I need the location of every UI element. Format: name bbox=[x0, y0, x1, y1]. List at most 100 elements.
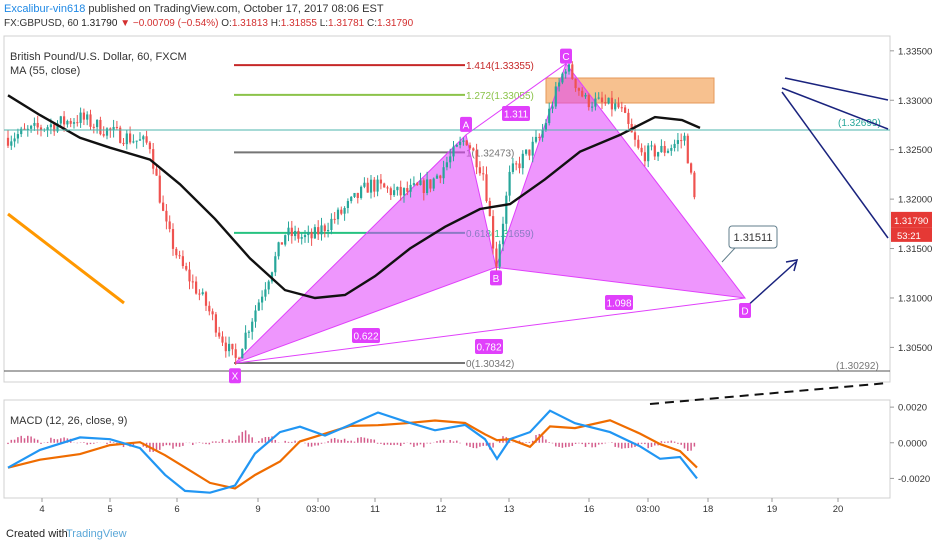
macd-line bbox=[7, 409, 698, 494]
candle-body bbox=[112, 126, 115, 131]
candle-body bbox=[690, 163, 693, 173]
candle-body bbox=[23, 128, 26, 130]
candle-body bbox=[6, 137, 10, 146]
candle-body bbox=[148, 142, 151, 150]
point-x-label: X bbox=[232, 372, 239, 383]
candle-body bbox=[300, 237, 303, 239]
candle-body bbox=[525, 149, 528, 154]
candle-body bbox=[284, 235, 287, 245]
candle-body bbox=[393, 190, 396, 196]
candle-body bbox=[584, 94, 587, 97]
symbol: FX:GBPUSD, 60 bbox=[4, 18, 79, 29]
candle-body bbox=[56, 123, 59, 132]
point-d-label-bg bbox=[739, 302, 751, 318]
candle-body bbox=[287, 227, 290, 236]
author-link[interactable]: Excalibur-vin618 bbox=[4, 3, 86, 15]
hline-label: (1.30292) bbox=[836, 361, 879, 372]
candle-body bbox=[637, 139, 640, 148]
dashed-trendline bbox=[649, 382, 889, 405]
ma-legend: MA (55, close) bbox=[10, 65, 80, 77]
candle-body bbox=[69, 120, 72, 124]
candle-body bbox=[406, 188, 409, 192]
candle-body bbox=[650, 145, 653, 147]
candle-body bbox=[234, 349, 237, 358]
tradingview-logo[interactable]: TradingView bbox=[66, 528, 127, 540]
price-tick-label: 1.33500 bbox=[898, 46, 932, 57]
ratio-bd-bg bbox=[605, 295, 633, 310]
candle-body bbox=[214, 314, 217, 333]
candle-body bbox=[538, 136, 541, 138]
price-chart[interactable]: 1.414(1.33355) 1.272(1.33055) 1(1.32473) 0.… bbox=[0, 0, 932, 520]
point-b-label: B bbox=[493, 274, 500, 285]
candle-body bbox=[670, 148, 673, 151]
candle-body bbox=[105, 128, 109, 136]
candle-body bbox=[686, 135, 689, 164]
time-tick-label: 5 bbox=[107, 504, 112, 515]
candle-body bbox=[442, 167, 445, 179]
candle-body bbox=[544, 123, 547, 130]
ratio-xd: 0.782 bbox=[476, 343, 501, 354]
ratio-ac: 1.311 bbox=[504, 110, 529, 121]
candle-body bbox=[409, 184, 412, 192]
candle-body bbox=[26, 128, 29, 130]
candle-body bbox=[515, 163, 518, 165]
bcd-triangle bbox=[495, 62, 747, 299]
candle-body bbox=[492, 216, 495, 249]
close-label: C: bbox=[366, 18, 377, 29]
candle-body bbox=[478, 167, 481, 174]
candle-body bbox=[620, 107, 623, 109]
candle-body bbox=[307, 232, 310, 236]
xd-line bbox=[234, 297, 746, 364]
candle-body bbox=[610, 97, 613, 110]
candle-body bbox=[346, 201, 349, 208]
candle-body bbox=[558, 82, 561, 87]
candle-body bbox=[132, 141, 135, 143]
candle-body bbox=[251, 321, 254, 332]
current-price-value: 1.31790 bbox=[894, 216, 928, 227]
candle-body bbox=[505, 195, 508, 224]
open-label: O: bbox=[221, 18, 232, 29]
high-value: 1.31855 bbox=[280, 18, 317, 29]
candle-body bbox=[119, 127, 122, 143]
candle-body bbox=[653, 145, 656, 157]
candle-body bbox=[280, 242, 283, 245]
macd-pane bbox=[3, 399, 891, 499]
candle-body bbox=[317, 227, 320, 235]
candle-body bbox=[534, 136, 538, 142]
candle-body bbox=[195, 281, 198, 294]
candle-body bbox=[482, 173, 485, 175]
time-tick-label: 13 bbox=[504, 504, 515, 515]
time-tick-label: 19 bbox=[767, 504, 778, 515]
candle-body bbox=[363, 182, 366, 187]
candle-body bbox=[369, 179, 373, 193]
candle-body bbox=[89, 114, 92, 127]
candle-body bbox=[518, 163, 521, 169]
candle-body bbox=[617, 103, 620, 108]
time-tick-label: 16 bbox=[584, 504, 595, 515]
price-tick-label: 1.31500 bbox=[898, 244, 932, 255]
candle-body bbox=[257, 302, 260, 311]
candle-body bbox=[396, 186, 399, 191]
candle-body bbox=[353, 192, 356, 197]
candle-body bbox=[221, 336, 224, 343]
candle-body bbox=[604, 102, 607, 104]
candle-body bbox=[33, 122, 36, 126]
ac-line bbox=[465, 63, 567, 136]
candle-body bbox=[178, 255, 181, 257]
candle-body bbox=[465, 140, 468, 146]
ma-line bbox=[7, 94, 701, 300]
time-tick-label: 6 bbox=[174, 504, 179, 515]
candle-body bbox=[594, 98, 597, 107]
current-price-tag bbox=[891, 211, 932, 228]
point-b-label-bg bbox=[490, 270, 502, 286]
candle-body bbox=[333, 218, 336, 220]
fib-label: 1.272(1.33055) bbox=[466, 91, 534, 102]
price-tick-label: 1.31000 bbox=[898, 293, 932, 304]
candle-body bbox=[20, 128, 23, 135]
candle-body bbox=[30, 125, 33, 129]
candle-body bbox=[379, 179, 382, 184]
candle-body bbox=[472, 148, 475, 151]
candle-body bbox=[261, 296, 264, 303]
candle-body bbox=[581, 90, 584, 97]
candle-body bbox=[211, 311, 214, 315]
